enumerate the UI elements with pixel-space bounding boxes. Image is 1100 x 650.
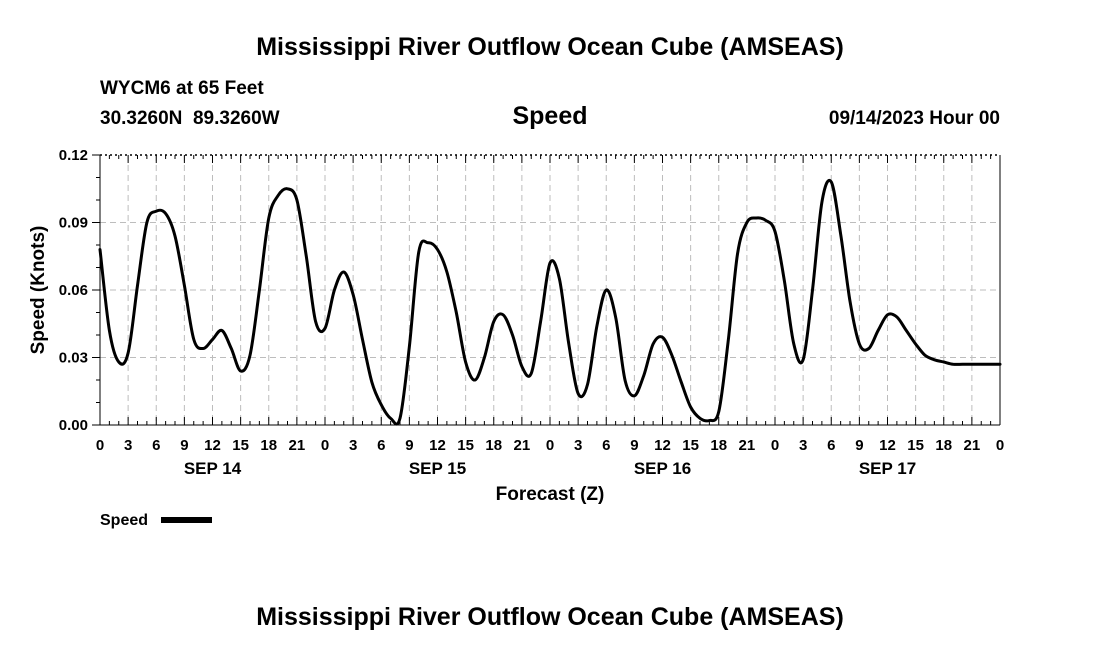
x-tick-label: 12 <box>429 437 446 454</box>
y-axis-label: Speed (Knots) <box>28 226 49 355</box>
coordinates-label: 30.3260N 89.3260W <box>100 108 280 129</box>
x-tick-label: 0 <box>771 437 779 454</box>
x-tick-label: 9 <box>180 437 188 454</box>
day-label: SEP 15 <box>409 459 466 478</box>
day-label: SEP 14 <box>184 459 242 478</box>
y-tick-label: 0.00 <box>59 417 88 434</box>
x-tick-label: 15 <box>907 437 924 454</box>
x-tick-label: 21 <box>514 437 531 454</box>
legend-swatch <box>161 517 212 523</box>
x-tick-label: 12 <box>879 437 896 454</box>
x-tick-label: 9 <box>405 437 413 454</box>
x-tick-label: 18 <box>260 437 277 454</box>
x-tick-label: 18 <box>485 437 502 454</box>
x-tick-label: 6 <box>602 437 610 454</box>
x-tick-label: 3 <box>349 437 357 454</box>
x-tick-label: 21 <box>964 437 981 454</box>
top-title: Mississippi River Outflow Ocean Cube (AM… <box>256 33 844 61</box>
grid-lines <box>100 155 1000 425</box>
x-tick-label: 9 <box>855 437 863 454</box>
x-tick-label: 12 <box>654 437 671 454</box>
x-tick-label: 12 <box>204 437 221 454</box>
x-tick-label: 15 <box>232 437 249 454</box>
bottom-title: Mississippi River Outflow Ocean Cube (AM… <box>256 603 844 631</box>
x-tick-label: 21 <box>289 437 306 454</box>
station-label: WYCM6 at 65 Feet <box>100 78 264 99</box>
day-label: SEP 16 <box>634 459 691 478</box>
x-tick-label: 0 <box>546 437 554 454</box>
legend-label: Speed <box>100 512 148 529</box>
x-tick-label: 6 <box>152 437 160 454</box>
x-tick-label: 21 <box>739 437 756 454</box>
x-tick-label: 18 <box>935 437 952 454</box>
x-tick-label: 0 <box>96 437 104 454</box>
y-tick-label: 0.09 <box>59 215 88 232</box>
forecast-datetime: 09/14/2023 Hour 00 <box>829 108 1000 129</box>
tick-labels: 0 3 6 9 12 15 18 21 0 3 6 9 12 15 18 21 0 3 6 9 12 15 18 21 0 3 6 9… <box>59 147 1004 478</box>
y-tick-label: 0.12 <box>59 147 88 164</box>
x-tick-label: 0 <box>321 437 329 454</box>
x-tick-label: 6 <box>827 437 835 454</box>
x-tick-label: 0 <box>996 437 1004 454</box>
axes <box>92 154 1001 426</box>
x-tick-label: 9 <box>630 437 638 454</box>
x-tick-label: 3 <box>124 437 132 454</box>
x-tick-label: 15 <box>457 437 474 454</box>
y-tick-label: 0.06 <box>59 282 88 299</box>
series-line-speed <box>98 178 1002 426</box>
x-tick-label: 3 <box>574 437 582 454</box>
day-label: SEP 17 <box>859 459 916 478</box>
x-tick-label: 15 <box>682 437 699 454</box>
x-tick-label: 18 <box>710 437 727 454</box>
x-tick-label: 3 <box>799 437 807 454</box>
x-axis-label: Forecast (Z) <box>496 484 605 505</box>
y-tick-label: 0.03 <box>59 350 88 367</box>
chart-title: Speed <box>512 102 587 130</box>
x-tick-label: 6 <box>377 437 385 454</box>
